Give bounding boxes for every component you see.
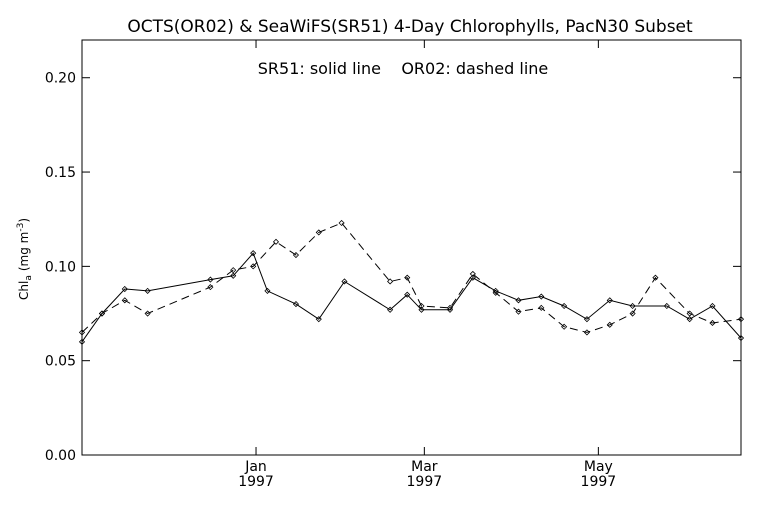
data-point-or02 xyxy=(418,302,425,310)
data-point-sr51 xyxy=(515,297,522,304)
plot-frame xyxy=(81,39,742,456)
y-tick-label: 0.05 xyxy=(45,354,76,370)
data-point-or02 xyxy=(404,274,411,281)
data-point-or02 xyxy=(387,278,394,285)
data-point-or02 xyxy=(606,321,613,328)
data-point-or02 xyxy=(737,316,745,323)
data-point-sr51 xyxy=(583,316,591,323)
y-tick-label: 0.20 xyxy=(45,71,76,87)
legend-annotation: SR51: solid line OR02: dashed line xyxy=(258,59,549,78)
data-point-or02 xyxy=(686,310,693,317)
y-tick-label: 0.00 xyxy=(45,448,76,464)
data-point-or02 xyxy=(272,238,280,245)
series-line-sr51 xyxy=(81,252,742,343)
data-point-or02 xyxy=(98,310,106,317)
axis-ticks: 0.000.050.100.150.20Jan1997Mar1997May199… xyxy=(45,40,741,490)
data-point-or02 xyxy=(315,229,322,236)
x-tick-month-label: Mar xyxy=(411,459,438,475)
data-point-or02 xyxy=(292,251,300,259)
data-point-sr51 xyxy=(418,306,425,313)
data-point-sr51 xyxy=(144,287,151,294)
data-point-sr51 xyxy=(387,306,394,313)
y-axis-label-exp: -3 xyxy=(16,223,26,232)
y-axis-label-main: Chl xyxy=(17,281,31,300)
data-point-sr51 xyxy=(78,338,86,345)
data-point-or02 xyxy=(469,270,476,277)
data-point-sr51 xyxy=(230,272,237,279)
data-point-or02 xyxy=(583,329,591,336)
data-point-or02 xyxy=(538,304,545,311)
data-point-or02 xyxy=(652,274,659,281)
data-point-or02 xyxy=(78,329,86,336)
data-point-or02 xyxy=(515,308,522,315)
data-point-sr51 xyxy=(606,297,613,304)
x-tick-year-label: 1997 xyxy=(407,474,443,490)
data-point-or02 xyxy=(121,297,128,304)
chart-title: OCTS(OR02) & SeaWiFS(SR51) 4-Day Chlorop… xyxy=(127,17,693,37)
series-line-or02 xyxy=(81,222,742,333)
data-point-or02 xyxy=(250,263,257,270)
data-point-or02 xyxy=(230,267,237,274)
x-tick-year-label: 1997 xyxy=(581,474,617,490)
data-point-sr51 xyxy=(663,302,670,310)
data-point-sr51 xyxy=(315,316,322,323)
x-tick-month-label: Jan xyxy=(244,459,267,475)
data-point-sr51 xyxy=(121,285,128,293)
data-point-sr51 xyxy=(264,287,271,294)
data-point-sr51 xyxy=(469,274,476,281)
data-point-sr51 xyxy=(538,293,545,300)
data-point-or02 xyxy=(144,310,151,317)
data-point-or02 xyxy=(446,304,454,311)
y-axis-label: Chla (mg m-3) xyxy=(16,218,34,300)
data-point-sr51 xyxy=(341,278,348,285)
data-point-sr51 xyxy=(561,302,568,310)
data-point-sr51 xyxy=(207,276,214,283)
y-tick-label: 0.15 xyxy=(45,165,76,181)
y-axis-label-units: (mg m xyxy=(17,232,31,272)
data-point-sr51 xyxy=(250,250,257,257)
data-point-or02 xyxy=(709,319,716,327)
y-tick-label: 0.10 xyxy=(45,259,76,275)
x-tick-year-label: 1997 xyxy=(238,474,274,490)
x-tick-month-label: May xyxy=(584,459,613,475)
data-point-sr51 xyxy=(404,291,411,298)
data-point-or02 xyxy=(629,310,636,317)
data-point-or02 xyxy=(561,323,568,330)
y-axis-label-close: ) xyxy=(17,218,31,223)
y-axis-label-sub: a xyxy=(24,275,34,281)
data-point-sr51 xyxy=(737,334,745,342)
series-layer xyxy=(78,219,745,345)
data-point-or02 xyxy=(492,289,499,296)
data-point-or02 xyxy=(207,284,214,291)
data-point-sr51 xyxy=(709,302,716,310)
data-point-sr51 xyxy=(629,302,636,310)
data-point-sr51 xyxy=(292,301,300,308)
data-point-or02 xyxy=(338,219,345,227)
data-point-sr51 xyxy=(686,316,693,323)
